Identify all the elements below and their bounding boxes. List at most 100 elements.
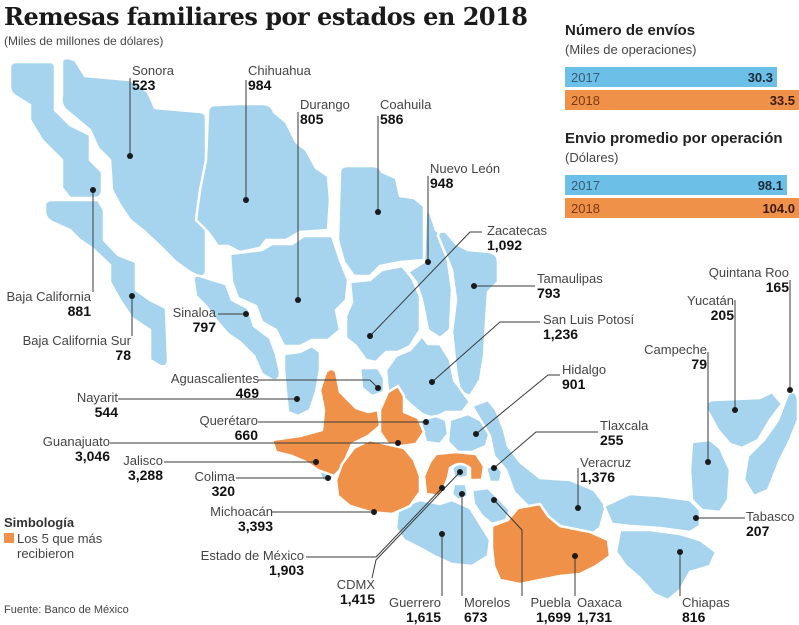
leader-slp <box>431 321 540 383</box>
label-nuevo-leon: Nuevo León 948 <box>430 161 501 191</box>
state-quintana-roo <box>742 390 799 498</box>
label-tamaulipas: Tamaulipas 793 <box>537 271 603 301</box>
label-yucatan: Yucatán 205 <box>687 293 734 323</box>
state-baja-california <box>8 60 104 200</box>
dot-hidalgo <box>473 431 479 437</box>
envios-title: Número de envíos <box>565 22 696 39</box>
label-san-luis-potosi: San Luis Potosí 1,236 <box>543 312 635 342</box>
dot-quintana-roo <box>787 387 793 393</box>
state-guanajuato <box>378 384 426 448</box>
chart-subtitle: (Miles de millones de dólares) <box>4 34 164 48</box>
label-quintana-roo: Quintana Roo 165 <box>708 265 789 295</box>
label-baja-california-sur: Baja California Sur 78 <box>22 333 131 363</box>
dot-zacatecas <box>367 333 373 339</box>
envios-subtitle: (Miles de operaciones) <box>565 42 697 57</box>
source-note: Fuente: Banco de México <box>4 604 129 616</box>
label-estado-de-mexico: Estado de México 1,903 <box>200 548 304 578</box>
dot-baja-california <box>90 187 96 193</box>
legend-item-label: Los 5 que más recibieron <box>17 531 103 561</box>
label-sonora: Sonora 523 <box>132 63 174 93</box>
label-nayarit: Nayarit 544 <box>76 390 118 420</box>
state-durango <box>228 234 350 348</box>
promedio-title: Envio promedio por operación <box>565 130 783 147</box>
leader-zacatecas <box>369 231 482 337</box>
state-hidalgo <box>446 412 492 454</box>
label-chihuahua: Chihuahua 984 <box>248 63 311 93</box>
state-coahuila <box>336 164 426 278</box>
state-veracruz <box>470 398 608 538</box>
dot-chiapas <box>677 549 683 555</box>
dot-chihuahua <box>243 197 249 203</box>
label-jalisco: Jalisco 3,288 <box>123 453 163 483</box>
legend-swatch <box>4 533 14 543</box>
leader-tlaxcala <box>493 431 598 469</box>
label-sinaloa: Sinaloa 797 <box>172 305 216 335</box>
dot-sinaloa <box>243 311 249 317</box>
label-hidalgo: Hidalgo 901 <box>562 362 607 392</box>
leader-hidalgo <box>475 374 560 435</box>
legend-item-top5: Los 5 que más recibieron <box>4 531 127 561</box>
dot-tabasco <box>693 515 699 521</box>
dot-jalisco <box>313 459 319 465</box>
dot-campeche <box>705 459 711 465</box>
leader-aguascalientes <box>258 379 379 389</box>
label-zacatecas: Zacatecas 1,092 <box>487 223 547 253</box>
chart-title: Remesas familiares por estados en 2018 <box>4 2 528 31</box>
dot-guanajuato <box>395 440 401 446</box>
state-chiapas <box>614 528 718 602</box>
dot-yucatan <box>732 407 738 413</box>
label-campeche: Campeche 79 <box>644 342 707 372</box>
state-michoacan <box>334 438 422 516</box>
dot-edomex <box>439 485 445 491</box>
leader-edomex <box>306 487 443 558</box>
state-tamaulipas <box>436 230 500 398</box>
promedio-bar-2017: 2017 98.1 <box>565 175 787 195</box>
state-chihuahua <box>194 102 332 254</box>
dot-bcs <box>129 293 135 299</box>
dot-tamaulipas <box>471 283 477 289</box>
dot-morelos <box>459 491 465 497</box>
state-nayarit <box>282 344 322 418</box>
dot-tlaxcala <box>491 465 497 471</box>
dot-veracruz <box>575 505 581 511</box>
dot-cdmx <box>457 469 463 475</box>
state-campeche <box>688 438 732 514</box>
state-baja-california-sur <box>43 198 170 368</box>
state-sonora <box>60 56 208 278</box>
dot-oaxaca <box>572 553 578 559</box>
label-guanajuato: Guanajuato 3,046 <box>42 434 110 464</box>
leader-puebla <box>493 499 523 596</box>
envios-bar-2018: 2018 33.5 <box>565 90 799 110</box>
dot-queretaro <box>423 419 429 425</box>
leader-lines <box>92 78 791 596</box>
label-cdmx: CDMX 1,415 <box>336 577 375 607</box>
label-colima: Colima 320 <box>194 469 235 499</box>
promedio-subtitle: (Dólares) <box>565 150 619 165</box>
label-veracruz: Veracruz 1,376 <box>580 455 632 485</box>
dot-colima <box>325 475 331 481</box>
dot-nuevo-leon <box>425 259 431 265</box>
label-queretaro: Querétaro 660 <box>199 413 258 443</box>
dot-coahuila <box>375 209 381 215</box>
label-coahuila: Coahuila 586 <box>380 97 432 127</box>
state-tlaxcala <box>484 462 504 484</box>
state-yucatan <box>704 390 784 450</box>
dot-nayarit <box>294 396 300 402</box>
dot-puebla <box>491 497 497 503</box>
dot-aguascalientes <box>375 385 381 391</box>
label-tabasco: Tabasco 207 <box>746 509 795 539</box>
label-michoacan: Michoacán 3,393 <box>210 504 273 534</box>
dot-slp <box>429 379 435 385</box>
state-tabasco <box>602 492 702 534</box>
promedio-bar-2018: 2018 104.0 <box>565 198 799 218</box>
state-sinaloa <box>192 274 282 382</box>
label-durango: Durango 805 <box>300 97 350 127</box>
dot-durango <box>295 297 301 303</box>
label-tlaxcala: Tlaxcala 255 <box>600 418 649 448</box>
envios-bar-2017: 2017 30.3 <box>565 67 777 87</box>
dot-sonora <box>127 153 133 159</box>
label-baja-california: Baja California 881 <box>6 289 91 319</box>
dot-guerrero <box>439 531 445 537</box>
dot-michoacan <box>371 509 377 515</box>
